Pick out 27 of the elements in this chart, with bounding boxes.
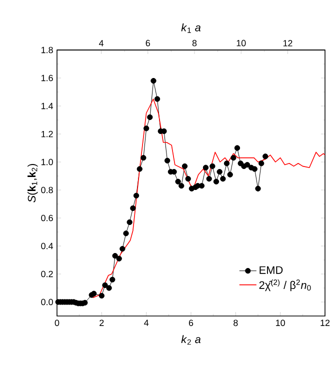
y-tick-label: 0.2 [41,270,53,278]
x2-tick-label: 6 [146,40,150,46]
y-tick-label: 1.4 [42,102,54,110]
x2-tick-label: 4 [98,40,104,46]
y-tick-label: 1.0 [42,158,53,166]
x-tick-label: 2 [100,320,104,326]
legend-label: 2χ̂$^{(2)}$ / β$^{2}$n$_{0}$ [259,279,311,292]
x2-axis-title: k$_{1}$ a [181,23,201,33]
y-tick-label: 0.6 [41,214,53,222]
y-tick-label: 1.6 [42,74,53,82]
x-axis-title: k$_{2}$ a [181,335,201,345]
legend-label: EMD [260,266,283,274]
x2-tick-label: 8 [192,40,197,46]
x-tick-label: 12 [320,320,330,326]
y-tick-label: 1.8 [42,46,53,54]
x2-tick-label: 12 [283,40,292,46]
x-tick-label: 0 [54,320,60,326]
x-tick-label: 10 [276,320,285,326]
y-tick-label: 0.0 [41,298,53,306]
y-tick-label: 0.8 [41,186,53,194]
x-tick-label: 4 [144,320,149,326]
x-tick-label: 8 [234,320,238,326]
x-tick-label: 6 [188,320,194,326]
x2-tick-label: 10 [236,40,246,46]
y-tick-label: 0.4 [41,242,54,250]
y-tick-label: 1.2 [42,130,53,138]
y-axis-title: S(k$_{1}$,k$_{2}$) [28,164,38,202]
